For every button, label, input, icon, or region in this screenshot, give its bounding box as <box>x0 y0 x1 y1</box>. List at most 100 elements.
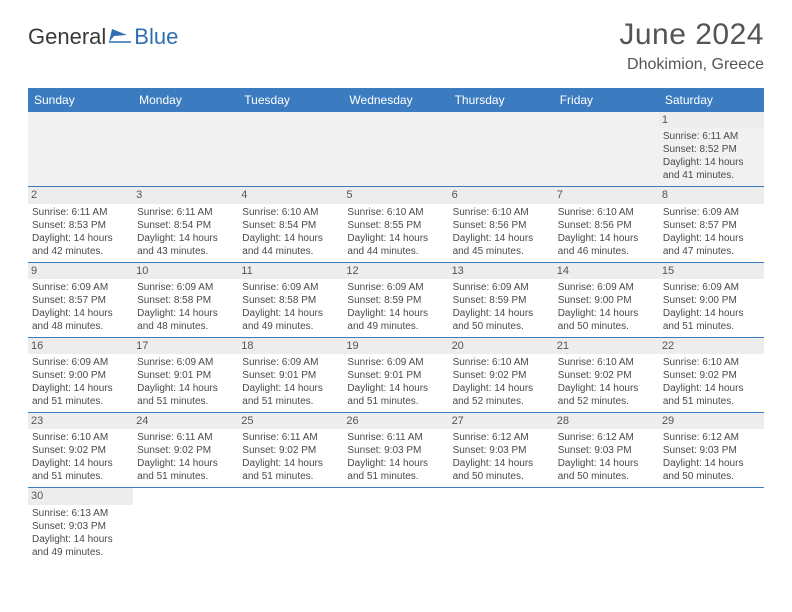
calendar-cell <box>343 112 448 187</box>
sunset-text: Sunset: 8:58 PM <box>137 294 234 307</box>
daylight-text: Daylight: 14 hours <box>347 307 444 320</box>
daylight-text: and 50 minutes. <box>558 470 655 483</box>
calendar-cell: 27Sunrise: 6:12 AMSunset: 9:03 PMDayligh… <box>449 413 554 488</box>
day-number: 16 <box>28 338 133 354</box>
daylight-text: Daylight: 14 hours <box>242 457 339 470</box>
sunset-text: Sunset: 9:02 PM <box>32 444 129 457</box>
daylight-text: and 50 minutes. <box>558 320 655 333</box>
weekday-header: Monday <box>133 88 238 112</box>
daylight-text: and 45 minutes. <box>453 245 550 258</box>
daylight-text: and 49 minutes. <box>347 320 444 333</box>
day-number: 17 <box>133 338 238 354</box>
weekday-header: Sunday <box>28 88 133 112</box>
daylight-text: and 50 minutes. <box>663 470 760 483</box>
sunrise-text: Sunrise: 6:10 AM <box>347 206 444 219</box>
weekday-header-row: Sunday Monday Tuesday Wednesday Thursday… <box>28 88 764 112</box>
daylight-text: Daylight: 14 hours <box>137 232 234 245</box>
day-number: 10 <box>133 263 238 279</box>
weekday-header: Friday <box>554 88 659 112</box>
day-number: 9 <box>28 263 133 279</box>
sunrise-text: Sunrise: 6:09 AM <box>453 281 550 294</box>
daylight-text: and 46 minutes. <box>558 245 655 258</box>
calendar-row: 9Sunrise: 6:09 AMSunset: 8:57 PMDaylight… <box>28 262 764 337</box>
sunset-text: Sunset: 9:03 PM <box>453 444 550 457</box>
daylight-text: and 50 minutes. <box>453 470 550 483</box>
weekday-header: Wednesday <box>343 88 448 112</box>
sunrise-text: Sunrise: 6:09 AM <box>663 206 760 219</box>
daylight-text: and 52 minutes. <box>558 395 655 408</box>
sunrise-text: Sunrise: 6:10 AM <box>453 356 550 369</box>
calendar-cell <box>554 112 659 187</box>
calendar-cell: 10Sunrise: 6:09 AMSunset: 8:58 PMDayligh… <box>133 262 238 337</box>
sunset-text: Sunset: 9:01 PM <box>242 369 339 382</box>
day-number: 11 <box>238 263 343 279</box>
daylight-text: Daylight: 14 hours <box>453 232 550 245</box>
month-title: June 2024 <box>619 18 764 52</box>
daylight-text: and 51 minutes. <box>32 470 129 483</box>
sunset-text: Sunset: 8:55 PM <box>347 219 444 232</box>
page-header: General Blue June 2024 Dhokimion, Greece <box>0 0 792 82</box>
sunrise-text: Sunrise: 6:09 AM <box>347 281 444 294</box>
daylight-text: Daylight: 14 hours <box>558 307 655 320</box>
day-number: 3 <box>133 187 238 203</box>
daylight-text: Daylight: 14 hours <box>663 156 760 169</box>
calendar-cell <box>554 488 659 563</box>
calendar-cell: 15Sunrise: 6:09 AMSunset: 9:00 PMDayligh… <box>659 262 764 337</box>
sunset-text: Sunset: 8:54 PM <box>242 219 339 232</box>
daylight-text: and 48 minutes. <box>137 320 234 333</box>
sunrise-text: Sunrise: 6:13 AM <box>32 507 129 520</box>
calendar-cell: 24Sunrise: 6:11 AMSunset: 9:02 PMDayligh… <box>133 413 238 488</box>
daylight-text: and 50 minutes. <box>453 320 550 333</box>
daylight-text: and 43 minutes. <box>137 245 234 258</box>
sunrise-text: Sunrise: 6:09 AM <box>242 281 339 294</box>
day-number: 29 <box>659 413 764 429</box>
calendar-cell: 16Sunrise: 6:09 AMSunset: 9:00 PMDayligh… <box>28 337 133 412</box>
calendar-cell <box>659 488 764 563</box>
daylight-text: Daylight: 14 hours <box>347 382 444 395</box>
sunset-text: Sunset: 8:58 PM <box>242 294 339 307</box>
calendar-cell <box>133 112 238 187</box>
day-number: 18 <box>238 338 343 354</box>
sunrise-text: Sunrise: 6:09 AM <box>558 281 655 294</box>
daylight-text: Daylight: 14 hours <box>32 307 129 320</box>
calendar-cell: 12Sunrise: 6:09 AMSunset: 8:59 PMDayligh… <box>343 262 448 337</box>
sunrise-text: Sunrise: 6:09 AM <box>32 281 129 294</box>
daylight-text: and 49 minutes. <box>242 320 339 333</box>
calendar-cell: 23Sunrise: 6:10 AMSunset: 9:02 PMDayligh… <box>28 413 133 488</box>
daylight-text: Daylight: 14 hours <box>32 533 129 546</box>
calendar-body: 1Sunrise: 6:11 AMSunset: 8:52 PMDaylight… <box>28 112 764 563</box>
sunset-text: Sunset: 9:03 PM <box>32 520 129 533</box>
day-number: 19 <box>343 338 448 354</box>
sunrise-text: Sunrise: 6:11 AM <box>347 431 444 444</box>
sunrise-text: Sunrise: 6:09 AM <box>347 356 444 369</box>
daylight-text: Daylight: 14 hours <box>558 457 655 470</box>
daylight-text: and 51 minutes. <box>347 470 444 483</box>
daylight-text: Daylight: 14 hours <box>242 307 339 320</box>
daylight-text: Daylight: 14 hours <box>347 232 444 245</box>
daylight-text: Daylight: 14 hours <box>453 457 550 470</box>
day-number: 28 <box>554 413 659 429</box>
daylight-text: and 51 minutes. <box>663 395 760 408</box>
daylight-text: Daylight: 14 hours <box>32 457 129 470</box>
calendar-cell: 9Sunrise: 6:09 AMSunset: 8:57 PMDaylight… <box>28 262 133 337</box>
calendar-cell: 7Sunrise: 6:10 AMSunset: 8:56 PMDaylight… <box>554 187 659 262</box>
sunrise-text: Sunrise: 6:09 AM <box>663 281 760 294</box>
sunrise-text: Sunrise: 6:09 AM <box>137 281 234 294</box>
calendar-cell: 21Sunrise: 6:10 AMSunset: 9:02 PMDayligh… <box>554 337 659 412</box>
weekday-header: Thursday <box>449 88 554 112</box>
day-number: 8 <box>659 187 764 203</box>
weekday-header: Tuesday <box>238 88 343 112</box>
day-number: 21 <box>554 338 659 354</box>
daylight-text: and 51 minutes. <box>137 470 234 483</box>
sunrise-text: Sunrise: 6:09 AM <box>137 356 234 369</box>
sunset-text: Sunset: 8:56 PM <box>453 219 550 232</box>
daylight-text: and 51 minutes. <box>32 395 129 408</box>
calendar-cell: 19Sunrise: 6:09 AMSunset: 9:01 PMDayligh… <box>343 337 448 412</box>
calendar-cell: 17Sunrise: 6:09 AMSunset: 9:01 PMDayligh… <box>133 337 238 412</box>
day-number: 4 <box>238 187 343 203</box>
calendar-cell: 26Sunrise: 6:11 AMSunset: 9:03 PMDayligh… <box>343 413 448 488</box>
sunset-text: Sunset: 8:59 PM <box>347 294 444 307</box>
calendar-cell: 25Sunrise: 6:11 AMSunset: 9:02 PMDayligh… <box>238 413 343 488</box>
sunrise-text: Sunrise: 6:11 AM <box>137 206 234 219</box>
sunrise-text: Sunrise: 6:12 AM <box>663 431 760 444</box>
